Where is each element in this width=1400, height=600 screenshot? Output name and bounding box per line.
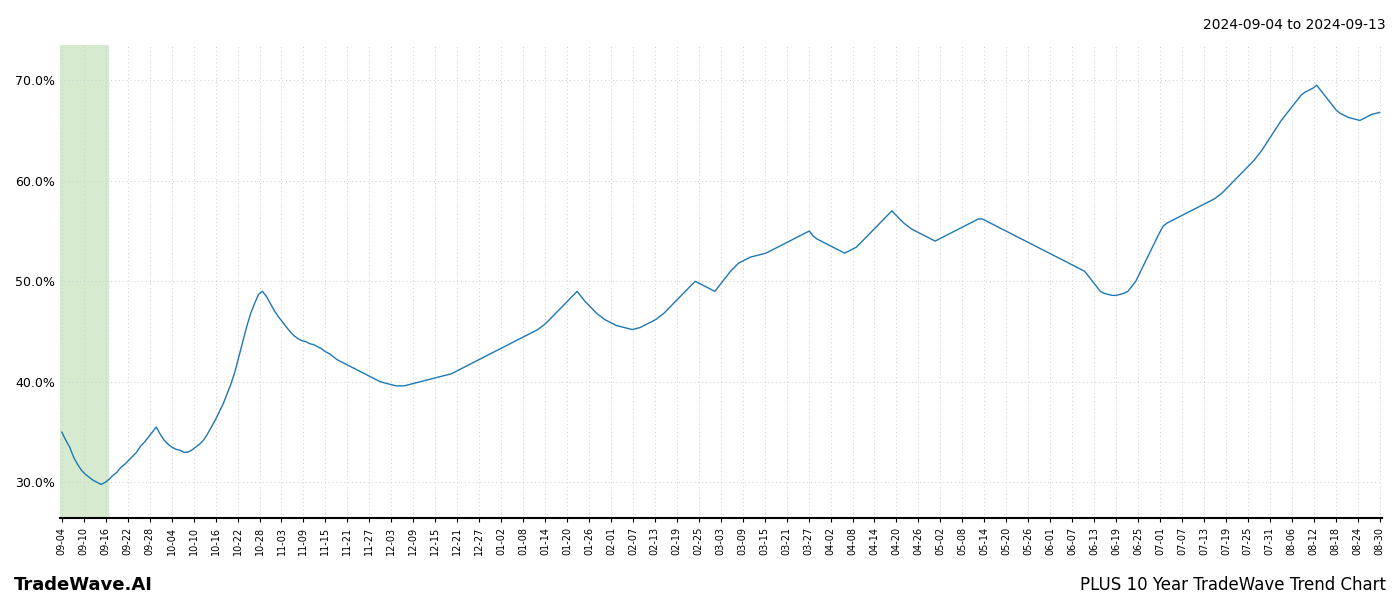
Text: 2024-09-04 to 2024-09-13: 2024-09-04 to 2024-09-13 — [1204, 18, 1386, 32]
Text: TradeWave.AI: TradeWave.AI — [14, 576, 153, 594]
Text: PLUS 10 Year TradeWave Trend Chart: PLUS 10 Year TradeWave Trend Chart — [1079, 576, 1386, 594]
Bar — [60, 45, 108, 518]
